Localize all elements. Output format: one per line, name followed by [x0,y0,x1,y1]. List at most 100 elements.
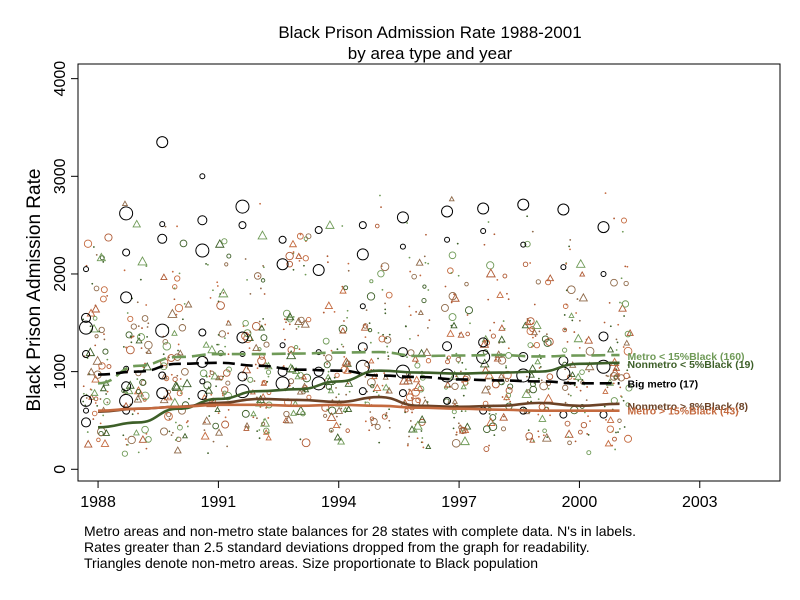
scatter-dot [490,377,493,379]
scatter-dot [131,335,134,338]
scatter-circle [529,385,538,394]
scatter-dot [575,386,578,389]
scatter-dot [345,393,348,396]
scatter-circle [507,383,514,390]
scatter-dot [549,414,551,417]
scatter-dot [188,397,190,400]
scatter-dot [94,304,97,307]
scatter-triangle [584,361,595,371]
scatter-circle [414,362,421,369]
scatter-dot [568,245,571,248]
scatter-dot [146,336,149,338]
scatter-dot [409,337,411,340]
scatter-circle [621,300,630,308]
scatter-dot [388,333,391,336]
scatter-dot [563,314,566,316]
scatter-dot [466,382,469,385]
scatter-dot [586,433,589,435]
scatter-dot [621,230,624,233]
scatter-dot [106,295,109,297]
scatter-dot [422,446,425,449]
scatter-triangle [86,367,96,376]
scatter-circle [323,413,328,418]
scatter-triangle [83,439,93,448]
scatter-triangle [215,374,222,381]
scatter-dot [124,438,127,440]
scatter-circle [488,422,498,432]
big-metro-point [197,390,208,401]
scatter-dot [604,192,607,194]
scatter-dot [341,285,344,288]
scatter-dot [177,343,180,346]
scatter-circle [174,303,184,313]
scatter-dot [464,410,467,413]
scatter-triangle [446,329,455,337]
scatter-circle [305,316,312,323]
scatter-triangle [412,375,421,383]
scatter-dot [344,411,347,413]
scatter-triangle [102,429,111,436]
scatter-dot [416,437,419,440]
scatter-dot [173,287,176,290]
scatter-dot [141,327,143,329]
scatter-triangle [449,370,460,380]
scatter-dot [299,233,302,236]
scatter-dot [469,322,471,325]
scatter-circle [141,425,149,434]
scatter-dot [447,401,450,404]
scatter-dot [578,346,581,349]
scatter-circle [96,437,101,443]
big-metro-point [122,248,131,257]
scatter-dot [571,319,574,322]
scatter-dot [126,443,129,446]
scatter-triangle [244,421,251,428]
scatter-circle [617,418,622,423]
scatter-triangle [584,335,594,344]
big-metro-point [199,173,206,180]
scatter-dot [330,349,333,352]
scatter-dot [375,391,378,394]
scatter-circle [504,377,510,382]
scatter-triangle [171,329,178,336]
scatter-circle [216,301,225,310]
scatter-dot [330,430,333,432]
scatter-triangle [214,238,225,248]
scatter-dot [179,378,182,380]
big-metro-point [440,368,455,383]
scatter-triangle [579,270,586,277]
scatter-triangle [326,411,337,421]
scatter-dot [588,370,590,373]
scatter-circle [160,427,169,436]
scatter-dot [256,367,259,370]
scatter-circle [546,373,554,381]
scatter-dot [99,422,102,425]
scatter-dot [364,375,367,378]
scatter-dot [102,414,105,417]
scatter-circle [127,435,136,445]
scatter-dot [138,334,141,336]
scatter-dot [411,411,413,414]
scatter-dot [496,279,499,281]
scatter-circle [501,426,507,432]
scatter-circle [91,410,98,417]
scatter-dot [106,401,109,404]
scatter-circle [621,217,627,224]
scatter-dot [620,396,623,398]
big-metro-point [81,312,92,323]
scatter-dot [569,394,572,397]
scatter-dot [82,400,85,403]
scatter-dot [615,338,618,341]
scatter-triangle [145,348,152,354]
scatter-circle [451,382,459,391]
scatter-triangle [457,331,465,338]
scatter-dot [364,420,367,423]
scatter-dot [227,353,230,356]
scatter-triangle [541,432,552,442]
scatter-dot [611,444,614,447]
scatter-dot [105,393,108,395]
scatter-triangle [262,429,270,435]
scatter-dot [171,270,174,273]
scatter-dot [224,416,227,419]
scatter-dot [265,406,268,409]
scatter-dot [147,322,150,325]
